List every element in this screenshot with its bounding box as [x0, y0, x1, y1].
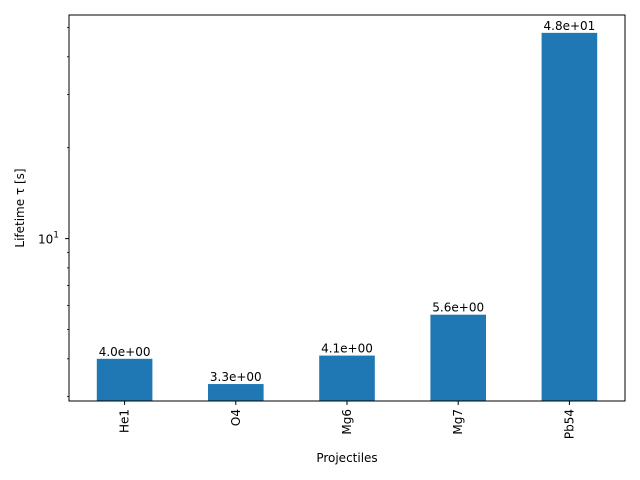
bar-labels-group: 4.0e+00 3.3e+00 4.1e+00 5.6e+00 4.8e+01: [99, 19, 596, 384]
x-tick-label: O4: [229, 409, 243, 426]
bar-value-label: 3.3e+00: [210, 370, 262, 384]
bar-o4: [208, 384, 264, 401]
y-ticks-group: 101: [38, 27, 69, 397]
x-tick-label: Mg7: [451, 409, 465, 435]
bar-value-label: 5.6e+00: [432, 301, 484, 315]
x-tick-label: Pb54: [562, 409, 576, 439]
bar-pb54: [541, 32, 598, 401]
y-major-tick-label: 101: [38, 231, 59, 247]
x-ticks-group: He1 O4 Mg6 Mg7 Pb54: [118, 401, 576, 439]
plot-frame: [68, 14, 626, 402]
x-axis-label: Projectiles: [316, 451, 377, 465]
bar-value-label: 4.1e+00: [321, 342, 373, 356]
bar-he1: [96, 358, 153, 401]
bar-mg6: [319, 355, 375, 401]
bar-mg7: [430, 314, 486, 401]
x-tick-label: He1: [118, 409, 132, 433]
bars-group: [96, 32, 598, 401]
bar-value-label: 4.0e+00: [99, 345, 151, 359]
bar-value-label: 4.8e+01: [544, 19, 596, 33]
y-axis-label: Lifetime τ [s]: [13, 168, 27, 247]
x-tick-label: Mg6: [340, 409, 354, 435]
